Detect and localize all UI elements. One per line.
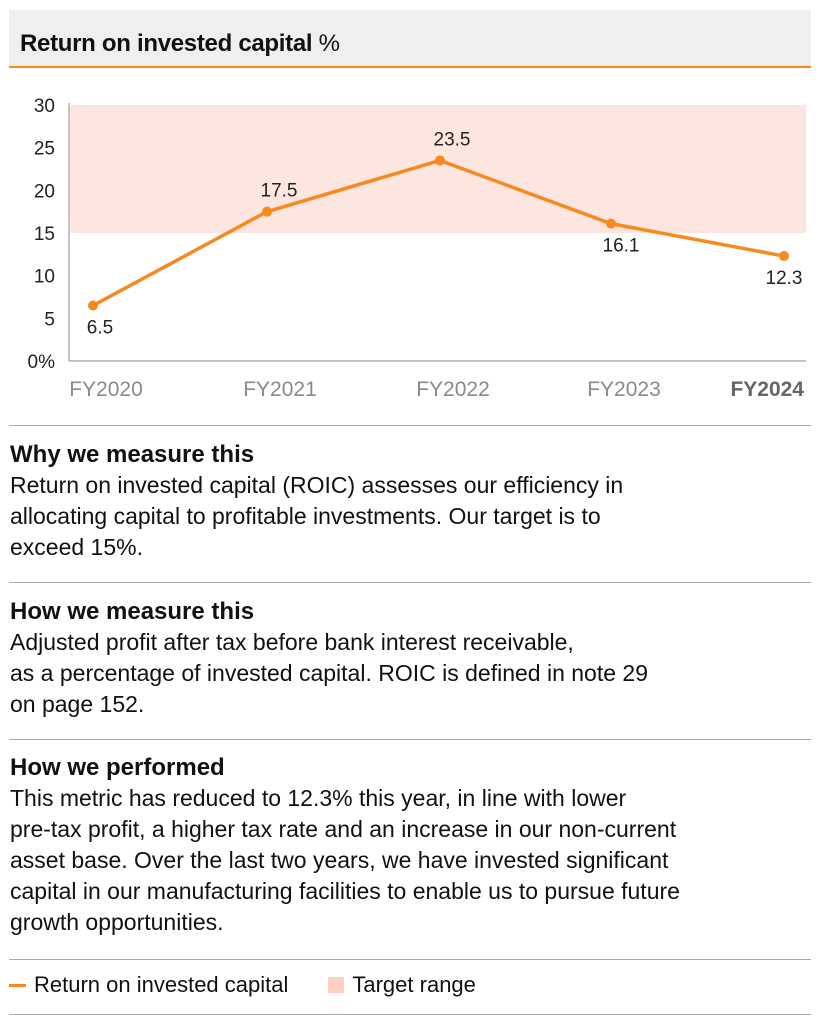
divider	[9, 1014, 811, 1015]
section-performed: How we performed This metric has reduced…	[10, 753, 810, 938]
data-label: 16.1	[603, 236, 640, 257]
divider	[9, 425, 811, 426]
section-line: growth opportunities.	[10, 909, 224, 935]
section-line: on page 152.	[10, 691, 145, 717]
data-label: 12.3	[766, 268, 803, 289]
chart-title: Return on invested capital %	[20, 30, 340, 58]
y-tick-label: 15	[34, 224, 55, 245]
x-tick-label: FY2022	[416, 378, 490, 401]
title-text: Return on invested capital	[20, 30, 313, 57]
x-tick-label: FY2024	[730, 378, 804, 401]
section-line: pre-tax profit, a higher tax rate and an…	[10, 816, 677, 842]
data-point	[606, 218, 616, 229]
section-why: Why we measure this Return on invested c…	[10, 440, 810, 563]
legend-line-swatch	[9, 983, 26, 987]
y-tick-label: 20	[34, 181, 55, 202]
legend: Return on invested capital Target range	[9, 972, 476, 998]
legend-line-label: Return on invested capital	[34, 972, 289, 997]
section-heading: Why we measure this	[10, 441, 255, 468]
section-line: as a percentage of invested capital. ROI…	[10, 660, 649, 686]
target-range-band	[70, 105, 806, 233]
title-unit: %	[318, 30, 340, 57]
divider	[9, 959, 811, 960]
data-label: 6.5	[87, 318, 113, 339]
x-tick-label: FY2021	[243, 378, 317, 401]
x-tick-label: FY2020	[69, 378, 143, 401]
section-how-measure: How we measure this Adjusted profit afte…	[10, 597, 810, 720]
section-line: asset base. Over the last two years, we …	[10, 847, 669, 873]
data-point	[88, 300, 98, 311]
legend-target-swatch	[328, 977, 345, 993]
chart-header: Return on invested capital %	[9, 10, 811, 68]
section-line: capital in our manufacturing facilities …	[10, 878, 680, 904]
x-tick-label: FY2023	[587, 378, 661, 401]
y-tick-label: 25	[34, 139, 55, 160]
data-point	[435, 155, 445, 166]
data-point	[262, 206, 272, 217]
data-point	[779, 251, 789, 262]
data-label: 17.5	[261, 181, 298, 202]
y-tick-label: 10	[34, 267, 55, 288]
section-line: Adjusted profit after tax before bank in…	[10, 629, 574, 655]
section-line: Return on invested capital (ROIC) assess…	[10, 472, 624, 498]
data-label: 23.5	[434, 129, 471, 150]
section-line: allocating capital to profitable investm…	[10, 503, 601, 529]
section-heading: How we performed	[10, 754, 225, 781]
divider	[9, 582, 811, 583]
legend-target-label: Target range	[352, 972, 476, 997]
y-tick-label: 30	[34, 96, 55, 117]
section-line: This metric has reduced to 12.3% this ye…	[10, 785, 627, 811]
divider	[9, 739, 811, 740]
section-heading: How we measure this	[10, 598, 255, 625]
y-tick-label: 0%	[28, 352, 56, 373]
y-tick-label: 5	[44, 309, 55, 330]
section-line: exceed 15%.	[10, 534, 143, 560]
roic-line-chart: 0% 5 10 15 20 25 30 FY2020 FY2021 FY2022 FY2023 FY2…	[28, 96, 806, 401]
